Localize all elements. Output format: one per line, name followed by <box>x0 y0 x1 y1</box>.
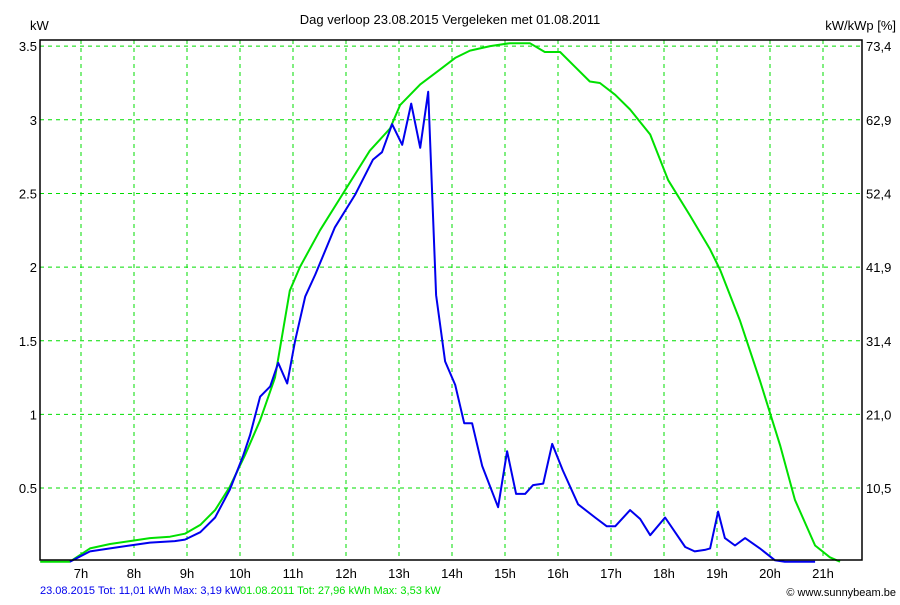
y-right-tick-label: 62,9 <box>866 113 891 128</box>
x-tick-label: 19h <box>706 566 728 581</box>
x-tick-label: 18h <box>653 566 675 581</box>
legend-series-2015: 23.08.2015 Tot: 11,01 kWh Max: 3,19 kW <box>40 585 241 597</box>
y-tick-label: 3.5 <box>19 39 37 54</box>
y-right-tick-label: 52,4 <box>866 186 891 201</box>
y-right-tick-label: 10,5 <box>866 481 891 496</box>
y-right-tick-label: 73,4 <box>866 39 891 54</box>
plot-frame <box>39 39 863 561</box>
y-tick-label: 1.5 <box>19 334 37 349</box>
y-tick-label: 0.5 <box>19 481 37 496</box>
x-tick-label: 15h <box>494 566 516 581</box>
x-tick-label: 17h <box>600 566 622 581</box>
copyright: © www.sunnybeam.be <box>786 587 896 599</box>
x-tick-label: 9h <box>180 566 194 581</box>
x-tick-label: 20h <box>759 566 781 581</box>
x-tick-label: 21h <box>812 566 834 581</box>
y-tick-label: 2 <box>30 260 37 275</box>
y-right-tick-label: 41,9 <box>866 260 891 275</box>
x-tick-label: 7h <box>74 566 88 581</box>
y-axis-label: kW <box>30 18 50 33</box>
x-tick-label: 8h <box>127 566 141 581</box>
x-tick-label: 14h <box>441 566 463 581</box>
x-tick-label: 16h <box>547 566 569 581</box>
y-tick-label: 1 <box>30 407 37 422</box>
legend-series-2011: 01.08.2011 Tot: 27,96 kWh Max: 3,53 kW <box>240 585 441 597</box>
y-right-tick-label: 31,4 <box>866 334 891 349</box>
y-axis-right-label: kW/kWp [%] <box>825 18 896 33</box>
x-tick-label: 11h <box>283 566 304 581</box>
y-right-tick-label: 21,0 <box>866 407 891 422</box>
chart-title: Dag verloop 23.08.2015 Vergeleken met 01… <box>300 12 600 27</box>
x-tick-label: 13h <box>388 566 410 581</box>
y-tick-label: 2.5 <box>19 186 37 201</box>
x-tick-label: 10h <box>229 566 251 581</box>
series-line-23.08.2015 <box>69 90 816 563</box>
y-tick-label: 3 <box>30 113 37 128</box>
series-line-01.08.2011 <box>40 42 841 563</box>
x-tick-label: 12h <box>335 566 357 581</box>
